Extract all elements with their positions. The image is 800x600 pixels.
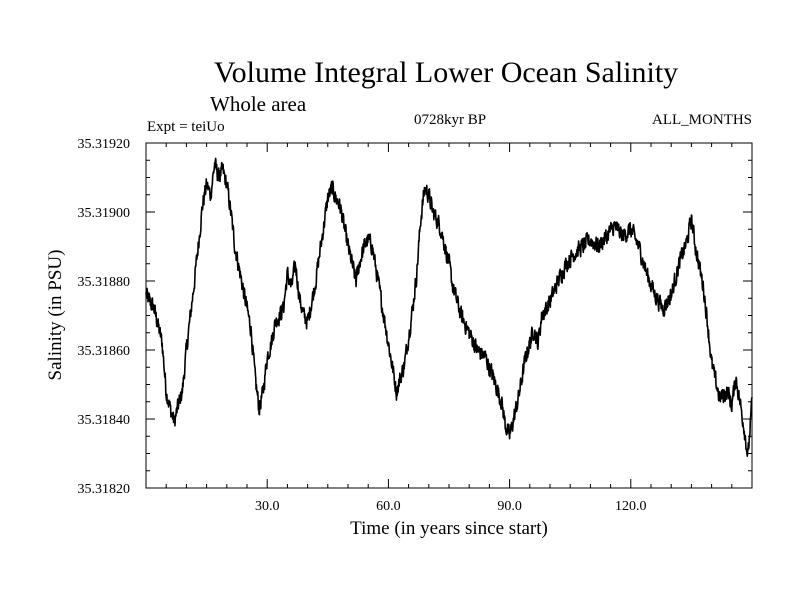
period-label: 0728kyr BP: [414, 112, 486, 128]
y-tick-label: 35.31840: [78, 413, 131, 428]
y-axis-label: Salinity (in PSU): [45, 250, 66, 381]
x-tick-label: 90.0: [497, 499, 522, 514]
plot-frame: [145, 142, 753, 489]
chart-subtitle: Whole area: [210, 92, 307, 116]
y-tick-label: 35.31900: [78, 206, 131, 221]
salinity-series-line: [145, 157, 753, 458]
y-tick-label: 35.31880: [78, 275, 131, 290]
expt-label: Expt = teiUo: [147, 119, 225, 135]
y-tick-label: 35.31920: [78, 137, 131, 152]
x-axis-ticks: 30.0 60.0 90.0 120.0: [165, 143, 733, 514]
x-axis-label: Time (in years since start): [350, 518, 548, 539]
chart-title: Volume Integral Lower Ocean Salinity: [214, 56, 678, 89]
x-tick-label: 30.0: [255, 499, 280, 514]
months-label: ALL_MONTHS: [652, 112, 752, 128]
y-axis-ticks: 35.31820 35.31840 35.31860 35.31880 35.31900…: [78, 137, 752, 497]
x-tick-label: 120.0: [615, 499, 647, 514]
x-tick-label: 60.0: [376, 499, 401, 514]
y-tick-label: 35.31860: [78, 344, 131, 359]
y-tick-label: 35.31820: [78, 482, 131, 497]
